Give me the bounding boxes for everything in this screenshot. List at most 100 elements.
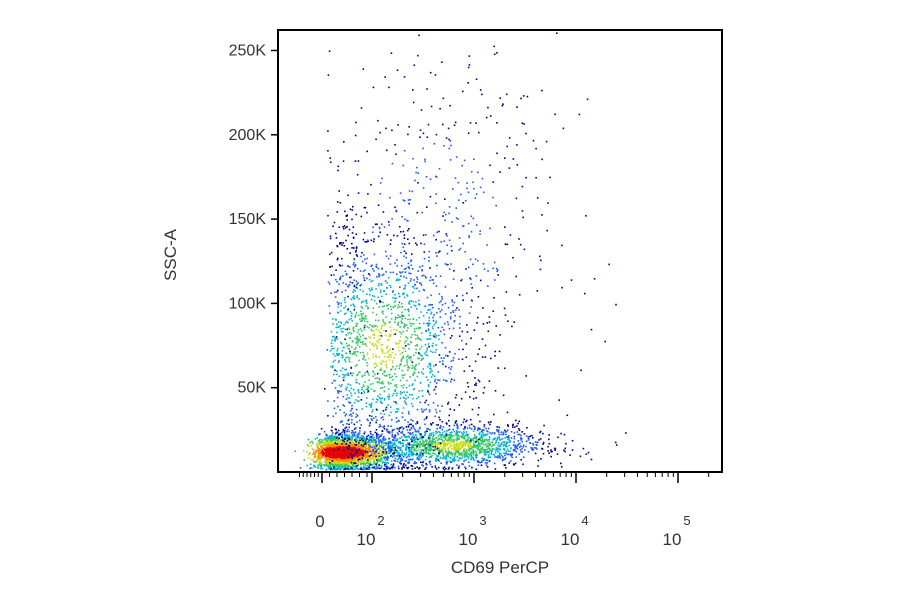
data-point	[344, 446, 346, 449]
data-point	[521, 431, 523, 433]
data-point	[420, 456, 422, 458]
data-point	[500, 454, 503, 457]
data-point	[445, 467, 447, 470]
data-point	[380, 464, 383, 467]
data-point	[336, 459, 339, 461]
data-point	[413, 462, 416, 465]
data-point	[411, 367, 413, 369]
data-point	[419, 440, 421, 443]
data-point	[307, 445, 310, 447]
data-point	[468, 465, 471, 467]
data-point	[466, 440, 469, 442]
data-point	[356, 335, 358, 338]
data-point	[467, 433, 469, 436]
data-point	[373, 466, 376, 469]
data-point	[377, 467, 380, 470]
data-point	[434, 408, 437, 411]
data-point	[360, 448, 363, 451]
data-point	[474, 455, 477, 457]
data-point	[368, 439, 370, 441]
data-point	[499, 445, 502, 448]
data-point	[324, 444, 326, 446]
data-point	[369, 341, 371, 344]
data-point	[380, 458, 382, 461]
data-point	[350, 298, 353, 301]
data-point	[352, 460, 355, 463]
data-point	[331, 440, 334, 443]
data-point	[379, 397, 382, 400]
data-point	[383, 399, 386, 401]
data-point	[335, 451, 338, 453]
data-point	[378, 442, 380, 444]
data-point	[341, 448, 343, 450]
data-point	[424, 444, 427, 446]
data-point	[375, 451, 378, 454]
data-point	[550, 450, 552, 453]
data-point	[474, 377, 476, 379]
data-point	[408, 455, 411, 458]
data-point	[443, 434, 445, 437]
data-point	[354, 450, 356, 453]
data-point	[388, 447, 390, 450]
data-point	[381, 430, 384, 432]
data-point	[506, 448, 509, 450]
data-point	[394, 318, 396, 321]
data-point	[355, 427, 357, 429]
data-point	[334, 451, 337, 453]
data-point	[320, 427, 323, 430]
data-point	[315, 460, 317, 462]
data-point	[467, 457, 470, 460]
data-point	[349, 442, 351, 444]
data-point	[490, 453, 493, 455]
data-point	[453, 424, 456, 427]
data-point	[365, 345, 368, 347]
data-point	[450, 452, 452, 455]
data-point	[396, 450, 399, 452]
data-point	[477, 464, 480, 466]
data-point	[488, 460, 490, 463]
data-point	[343, 323, 345, 326]
data-point	[428, 433, 431, 435]
data-point	[406, 294, 408, 296]
data-point	[355, 437, 357, 440]
data-point	[504, 454, 506, 457]
data-point	[435, 382, 438, 384]
data-point	[340, 341, 342, 344]
data-point	[375, 450, 377, 453]
data-point	[435, 344, 437, 346]
data-point	[409, 423, 411, 426]
data-point	[439, 310, 441, 313]
data-point	[440, 462, 442, 464]
data-point	[349, 331, 351, 334]
data-point	[482, 441, 484, 443]
data-point	[400, 463, 402, 465]
data-point	[325, 468, 328, 471]
data-point	[367, 389, 369, 391]
data-point	[333, 221, 336, 224]
data-point	[359, 442, 362, 444]
data-point	[320, 441, 323, 443]
data-point	[376, 444, 379, 446]
data-point	[433, 452, 435, 455]
data-point	[479, 431, 481, 434]
data-point	[502, 433, 505, 436]
data-point	[387, 449, 390, 452]
data-point	[401, 311, 403, 314]
data-point	[452, 428, 454, 431]
data-point	[487, 442, 489, 445]
data-point	[344, 301, 346, 304]
data-point	[335, 291, 338, 293]
data-point	[472, 450, 475, 453]
data-point	[460, 440, 463, 443]
data-point	[456, 427, 459, 429]
data-point	[400, 431, 402, 434]
data-point	[375, 467, 378, 470]
data-point	[341, 431, 343, 434]
data-point	[407, 411, 410, 413]
data-point	[398, 452, 400, 454]
data-point	[489, 442, 491, 445]
data-point	[445, 458, 448, 460]
data-point	[438, 442, 440, 444]
data-point	[470, 454, 473, 456]
data-point	[347, 454, 349, 456]
